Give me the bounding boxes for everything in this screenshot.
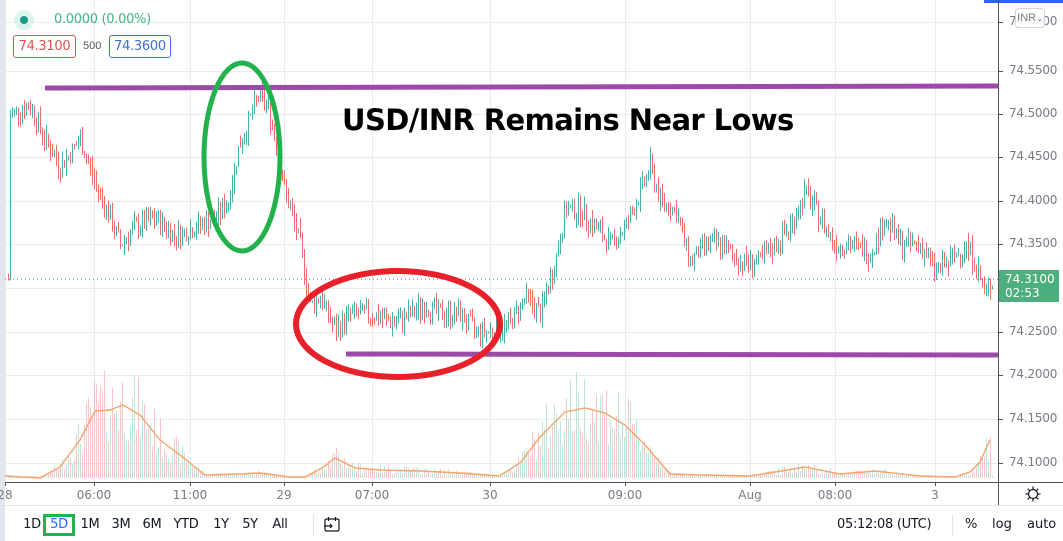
price-tick-label: 74.5000 [1009, 106, 1058, 120]
toolbar-separator [952, 514, 953, 536]
resistance-trendline [44, 83, 998, 91]
time-tick-mark [94, 482, 95, 486]
currency-dropdown[interactable]: INR⌄ [1015, 8, 1045, 28]
auto-scale-toggle[interactable]: auto [1027, 517, 1057, 532]
time-tick-label: 28 [0, 488, 13, 502]
price-tick-label: 74.1500 [1009, 411, 1058, 425]
price-tick-mark [998, 157, 1003, 158]
time-tick-mark [372, 482, 373, 486]
time-tick-label: 07:00 [354, 488, 390, 502]
gear-icon[interactable] [1025, 486, 1041, 506]
range-button-ytd[interactable]: YTD [173, 517, 199, 532]
time-tick-label: Aug [738, 488, 762, 502]
price-tick-label: 74.2500 [1009, 324, 1058, 338]
price-tick-mark [998, 463, 1003, 464]
price-tick-mark [998, 201, 1003, 202]
price-tick-mark [998, 419, 1003, 420]
support-trendline [345, 351, 998, 358]
price-tick-mark [998, 244, 1003, 245]
time-tick-label: 11:00 [172, 488, 208, 502]
time-tick-label: 06:00 [76, 488, 112, 502]
price-tick-mark [998, 22, 1003, 23]
time-tick-mark [5, 482, 6, 486]
time-tick-label: 08:00 [817, 488, 853, 502]
red-ellipse-annotation [293, 268, 503, 380]
time-tick-label: 30 [482, 488, 498, 502]
spread-value: 500 [83, 40, 102, 52]
log-scale-toggle[interactable]: log [992, 517, 1012, 532]
range-button-5y[interactable]: 5Y [242, 517, 258, 532]
green-ellipse-annotation [201, 60, 283, 254]
chevron-down-icon: ⌄ [1036, 14, 1043, 23]
price-chart-pane[interactable] [0, 0, 998, 482]
range-button-1d[interactable]: 1D [23, 517, 41, 532]
price-tick-label: 74.2000 [1009, 367, 1058, 381]
price-tick-mark [998, 71, 1003, 72]
candlestick-series [8, 79, 993, 349]
percent-scale-toggle[interactable]: % [965, 517, 978, 532]
price-axis[interactable]: 74.600074.550074.500074.450074.400074.35… [998, 0, 1063, 482]
chart-settings-cell[interactable] [998, 482, 1063, 505]
price-tick-label: 74.1000 [1009, 455, 1058, 469]
time-tick-mark [625, 482, 626, 486]
time-axis[interactable]: 28 06:00 11:00 29 07:00 30 09:00 Aug 08:00 3 [0, 482, 998, 505]
time-tick-mark [935, 482, 936, 486]
chart-grid [5, 0, 998, 482]
time-tick-mark [490, 482, 491, 486]
time-tick-mark [284, 482, 285, 486]
range-button-5d[interactable]: 5D [43, 514, 75, 536]
left-edge-strip [0, 0, 5, 541]
volume-moving-average-line [4, 404, 991, 479]
price-change-text: 0.0000 (0.00%) [54, 12, 151, 27]
time-tick-mark [835, 482, 836, 486]
volume-bars [8, 370, 993, 478]
price-tick-label: 74.4000 [1009, 193, 1058, 207]
last-price-tag: 74.3100 02:53 [999, 270, 1059, 302]
top-accent-bar [984, 0, 1063, 3]
time-tick-mark [190, 482, 191, 486]
buy-price-button[interactable]: 74.3600 [109, 35, 171, 58]
range-button-6m[interactable]: 6M [142, 517, 162, 532]
chart-headline: USD/INR Remains Near Lows [342, 103, 794, 137]
time-tick-label: 09:00 [607, 488, 643, 502]
price-tick-mark [998, 114, 1003, 115]
price-tick-mark [998, 332, 1003, 333]
market-status-icon [14, 10, 34, 30]
utc-clock[interactable]: 05:12:08 (UTC) [837, 517, 932, 532]
range-button-1y[interactable]: 1Y [213, 517, 229, 532]
price-tick-label: 74.3500 [1009, 236, 1058, 250]
range-button-1m[interactable]: 1M [80, 517, 100, 532]
range-button-3m[interactable]: 3M [111, 517, 131, 532]
price-tick-label: 74.4500 [1009, 149, 1058, 163]
time-tick-label: 3 [931, 488, 939, 502]
currency-label: INR [1017, 12, 1037, 24]
price-tick-label: 74.5500 [1009, 63, 1058, 77]
time-tick-mark [750, 482, 751, 486]
sell-price-button[interactable]: 74.3100 [13, 35, 76, 58]
toolbar-separator [313, 514, 314, 536]
time-tick-label: 29 [276, 488, 292, 502]
range-button-all[interactable]: All [272, 517, 288, 532]
price-tick-mark [998, 375, 1003, 376]
last-price-value: 74.3100 [1005, 272, 1055, 286]
bar-countdown: 02:53 [1005, 286, 1040, 300]
go-to-date-icon[interactable] [323, 516, 341, 541]
bottom-toolbar: 1D 5D 1M 3M 6M YTD 1Y 5Y All 05:12:08 (UTC) % lo… [5, 505, 1063, 541]
